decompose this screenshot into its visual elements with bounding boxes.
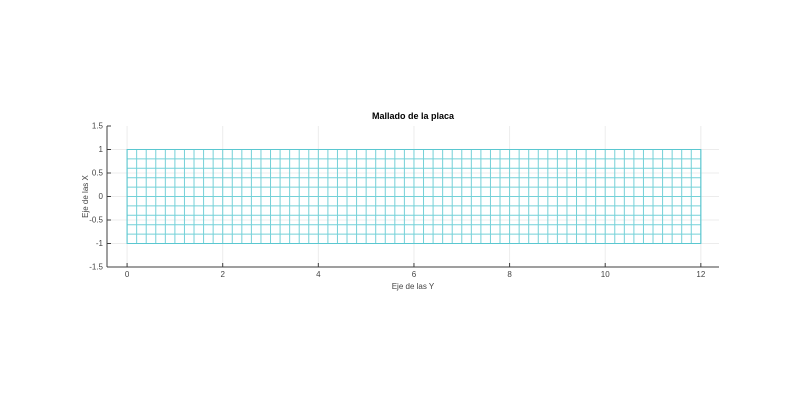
y-axis <box>106 125 111 268</box>
plot-title: Mallado de la placa <box>372 111 455 121</box>
y-tick-label: 0.5 <box>92 169 104 178</box>
y-tick-label: -1.5 <box>89 263 103 272</box>
x-tick-label: 0 <box>125 270 130 279</box>
x-tick-labels: 0 2 4 6 8 10 12 <box>125 270 706 279</box>
x-tick-label: 2 <box>220 270 225 279</box>
y-tick-label: 0 <box>99 192 104 201</box>
x-tick-label: 6 <box>412 270 417 279</box>
x-axis-label: Eje de las Y <box>392 282 435 291</box>
y-tick-label: -1 <box>96 239 104 248</box>
y-axis-label: Eje de las X <box>81 174 90 217</box>
y-tick-labels: 1.5 1 0.5 0 -0.5 -1 -1.5 <box>89 122 103 272</box>
x-tick-label: 4 <box>316 270 321 279</box>
mesh-boundary <box>126 149 702 244</box>
y-tick-label: -0.5 <box>89 216 103 225</box>
x-axis <box>107 263 719 268</box>
x-tick-label: 12 <box>696 270 705 279</box>
x-tick-label: 10 <box>601 270 610 279</box>
x-tick-label: 8 <box>507 270 512 279</box>
y-tick-label: 1.5 <box>92 122 104 131</box>
y-tick-label: 1 <box>99 145 104 154</box>
mesh-grid <box>126 149 702 244</box>
